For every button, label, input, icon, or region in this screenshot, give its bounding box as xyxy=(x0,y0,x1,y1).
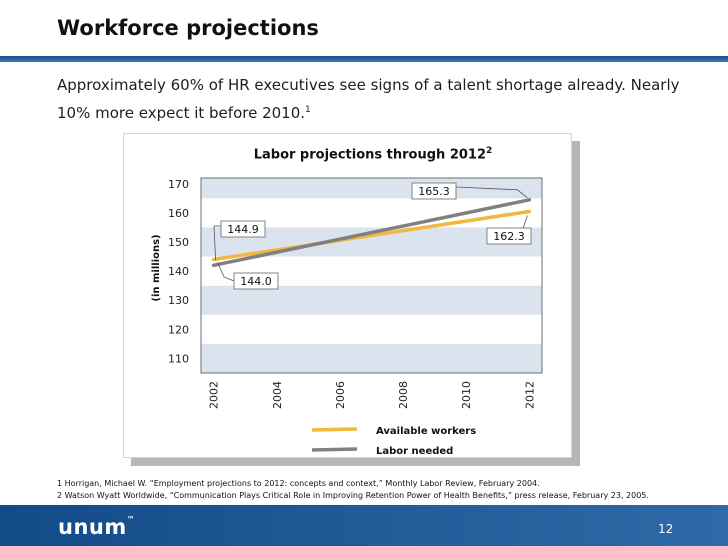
chart-title-footnote-mark: 2 xyxy=(486,146,493,156)
x-tick-label: 2008 xyxy=(397,381,410,409)
callout-label: 162.3 xyxy=(493,230,525,243)
intro-paragraph: Approximately 60% of HR executives see s… xyxy=(57,73,697,126)
chart-band xyxy=(201,343,542,373)
callout-box xyxy=(486,227,532,245)
callout-leader xyxy=(455,186,528,199)
y-tick-label: 110 xyxy=(168,352,189,365)
footnotes: 1 Horrigan, Michael W. “Employment proje… xyxy=(57,478,649,502)
callout-box xyxy=(220,220,266,238)
logo-trademark: ™ xyxy=(126,515,136,524)
callout-label: 165.3 xyxy=(418,185,450,198)
legend-label: Labor needed xyxy=(376,446,453,457)
x-tick-label: 2012 xyxy=(523,381,536,409)
callout-leader xyxy=(217,262,235,282)
slide-title: Workforce projections xyxy=(57,16,319,40)
callout-box xyxy=(233,272,279,290)
callout-box xyxy=(411,182,457,200)
y-tick-label: 130 xyxy=(168,294,189,307)
footer-bar xyxy=(0,505,728,546)
chart-band xyxy=(201,178,542,199)
series-line-labor-needed xyxy=(211,198,532,268)
footnote-2: 2 Watson Wyatt Worldwide, “Communication… xyxy=(57,491,649,500)
legend-label: Available workers xyxy=(376,426,476,437)
footnote-1: 1 Horrigan, Michael W. “Employment proje… xyxy=(57,479,540,488)
callout-leader xyxy=(213,225,221,261)
y-tick-label: 120 xyxy=(168,323,189,336)
chart-title: Labor projections through 20122 xyxy=(123,146,623,162)
logo-text: unum xyxy=(58,515,127,539)
intro-text: Approximately 60% of HR executives see s… xyxy=(57,76,680,122)
chart-title-text: Labor projections through 2012 xyxy=(253,147,487,163)
y-axis-label: (in millions) xyxy=(151,234,162,301)
callout-label: 144.0 xyxy=(240,275,272,288)
y-tick-label: 140 xyxy=(168,265,189,278)
series-line-available-workers xyxy=(211,209,532,262)
chart-band xyxy=(201,285,542,315)
y-tick-label: 150 xyxy=(168,236,189,249)
x-tick-label: 2004 xyxy=(271,381,284,409)
y-tick-label: 160 xyxy=(168,207,189,220)
callout-label: 144.9 xyxy=(227,223,259,236)
x-tick-label: 2006 xyxy=(334,381,347,409)
unum-logo: unum™ xyxy=(58,515,135,539)
y-tick-label: 170 xyxy=(168,178,189,191)
page-number: 12 xyxy=(658,522,674,536)
legend-swatch-labor-needed xyxy=(311,447,358,452)
intro-footnote-mark: 1 xyxy=(305,105,311,115)
x-tick-label: 2002 xyxy=(208,381,221,409)
title-divider xyxy=(0,56,728,62)
legend-swatch-available-workers xyxy=(311,427,358,432)
x-tick-label: 2010 xyxy=(460,381,473,409)
plot-area-frame xyxy=(200,177,543,374)
